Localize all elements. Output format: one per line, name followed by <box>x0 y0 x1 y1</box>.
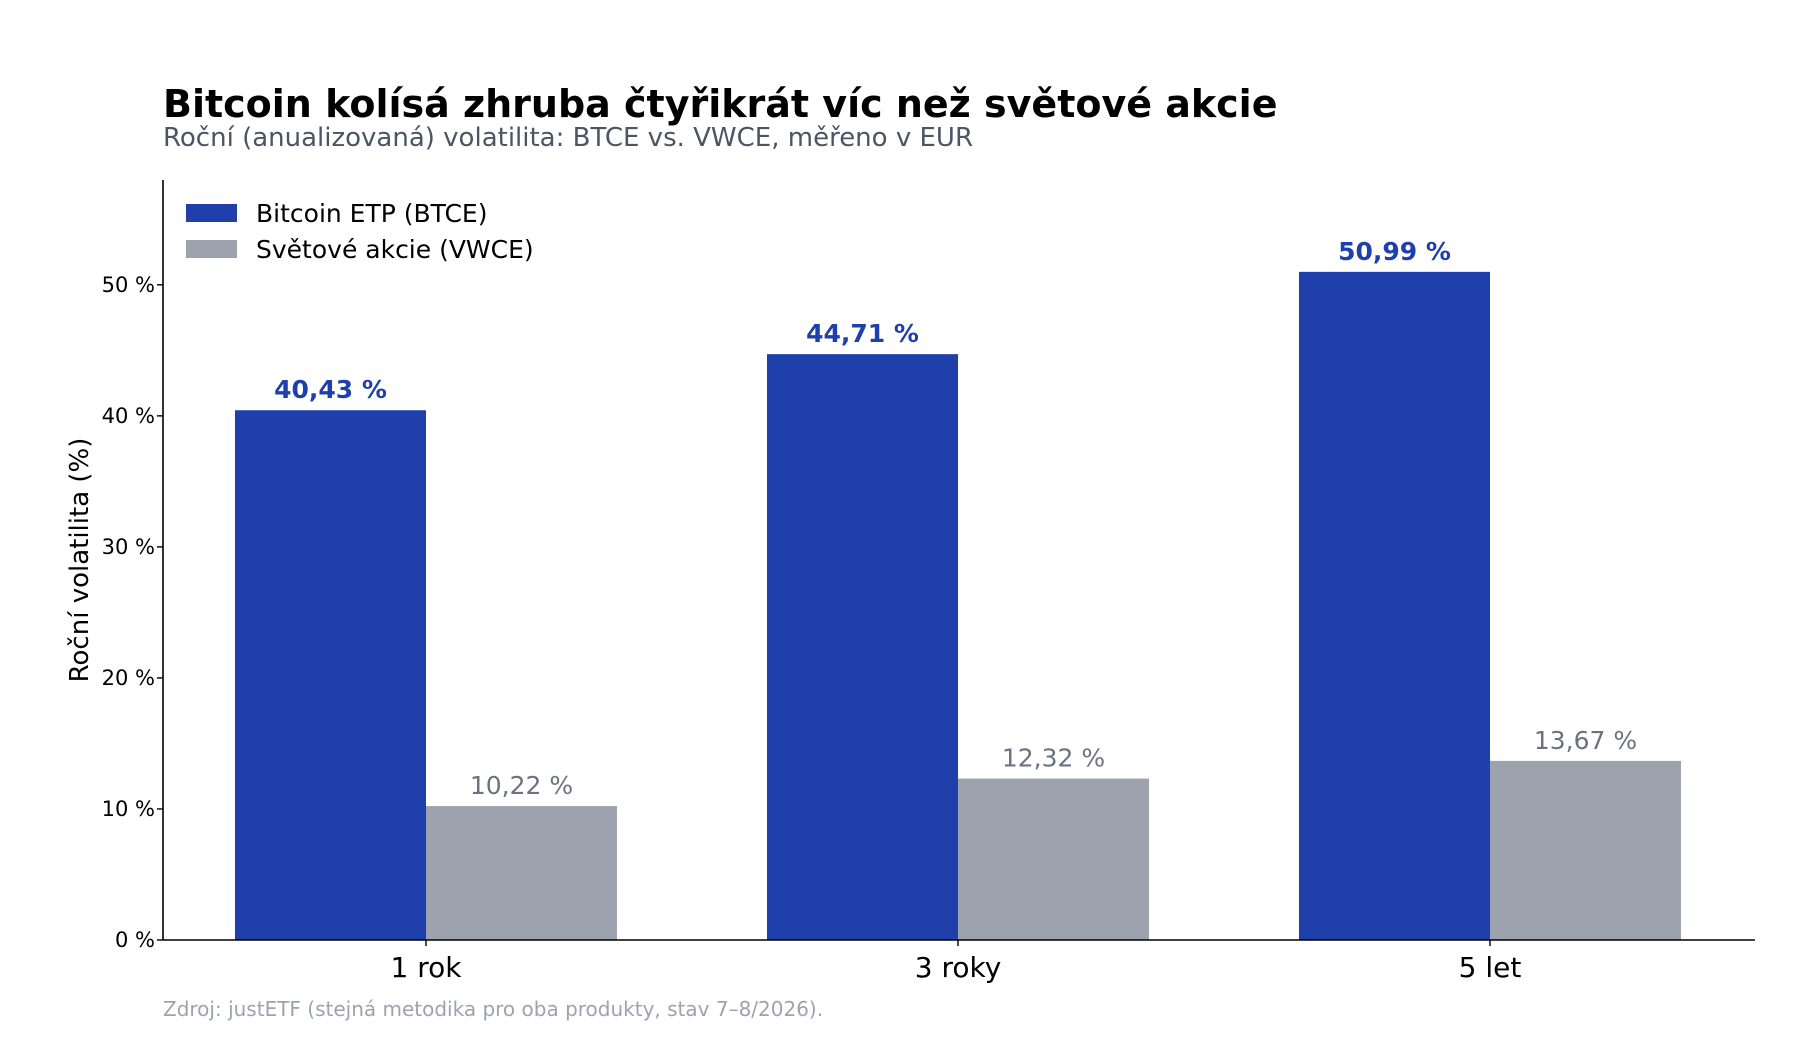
source-note: Zdroj: justETF (stejná metodika pro oba … <box>163 997 823 1021</box>
y-axis-label: Roční volatilita (%) <box>65 438 95 683</box>
legend-label: Bitcoin ETP (BTCE) <box>256 199 487 228</box>
legend-label: Světové akcie (VWCE) <box>256 235 534 264</box>
y-tick-label: 40 % <box>102 404 155 428</box>
bar-value-label: 12,32 % <box>1002 744 1105 773</box>
chart-subtitle: Roční (anualizovaná) volatilita: BTCE vs… <box>163 123 973 153</box>
bar-vwce <box>1490 760 1681 940</box>
chart-title: Bitcoin kolísá zhruba čtyřikrát víc než … <box>163 82 1277 126</box>
bar-vwce <box>426 806 617 940</box>
bar-value-label: 40,43 % <box>274 375 387 404</box>
y-tick-label: 50 % <box>102 273 155 297</box>
bar-vwce <box>958 778 1149 940</box>
legend: Bitcoin ETP (BTCE) Světové akcie (VWCE) <box>186 199 534 264</box>
y-tick-label: 30 % <box>102 535 155 559</box>
legend-swatch <box>186 204 237 222</box>
bar-value-label: 10,22 % <box>470 771 573 800</box>
bar-btce <box>235 410 426 940</box>
bar-labels-group: 40,43 % 44,71 % 50,99 % 10,22 % 12,32 % 13,67… <box>274 237 1637 800</box>
x-tick-label: 1 rok <box>391 951 463 984</box>
bar-value-label: 44,71 % <box>806 319 919 348</box>
bar-btce <box>1299 271 1490 940</box>
y-tick-label: 10 % <box>102 797 155 821</box>
y-tick-label: 20 % <box>102 666 155 690</box>
bar-btce <box>767 354 958 940</box>
y-axis-ticks: 0 % 10 % 20 % 30 % 40 % 50 % <box>102 273 163 952</box>
bar-value-label: 13,67 % <box>1534 726 1637 755</box>
x-tick-label: 5 let <box>1459 951 1522 984</box>
bar-value-label: 50,99 % <box>1338 237 1451 266</box>
legend-swatch <box>186 240 237 258</box>
y-tick-label: 0 % <box>115 928 155 952</box>
bars-group <box>235 271 1681 940</box>
x-tick-label: 3 roky <box>915 951 1002 984</box>
x-axis-ticks: 1 rok 3 roky 5 let <box>391 940 1522 984</box>
